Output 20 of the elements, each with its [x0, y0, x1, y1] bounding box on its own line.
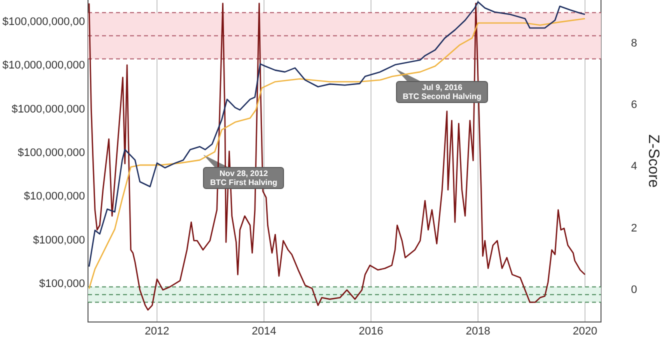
y2-axis-title: Z-Score: [644, 134, 662, 188]
y2-tick-label: 0: [631, 284, 638, 296]
y-tick-label: $100,000,000: [18, 147, 85, 160]
y-tick-label: $10,000,000: [24, 190, 85, 203]
x-tick-label: 2014: [252, 326, 276, 338]
y2-tick-label: 4: [631, 160, 638, 173]
callout-box: Nov 28, 2012 BTC First Halving: [203, 166, 284, 189]
y2-tick-label: 8: [631, 37, 638, 50]
y-tick-label: $100,000: [39, 278, 85, 290]
y-tick-label: $10,000,000,000: [2, 60, 85, 72]
y2-tick-label: 6: [631, 99, 638, 112]
x-tick-label: 2012: [144, 326, 170, 338]
x-tick-label: 2016: [358, 326, 384, 338]
y-tick-label: $1000,000: [33, 234, 85, 246]
x-tick-label: 2020: [572, 326, 598, 338]
y2-tick-label: 2: [631, 222, 638, 234]
callout-box: Jul 9, 2016 BTC Second Halving: [396, 80, 488, 103]
x-tick-label: 2018: [466, 326, 490, 338]
y-tick-label: $1000,000,000: [12, 103, 85, 116]
y-tick-label: $100,000,000,00: [2, 16, 85, 28]
